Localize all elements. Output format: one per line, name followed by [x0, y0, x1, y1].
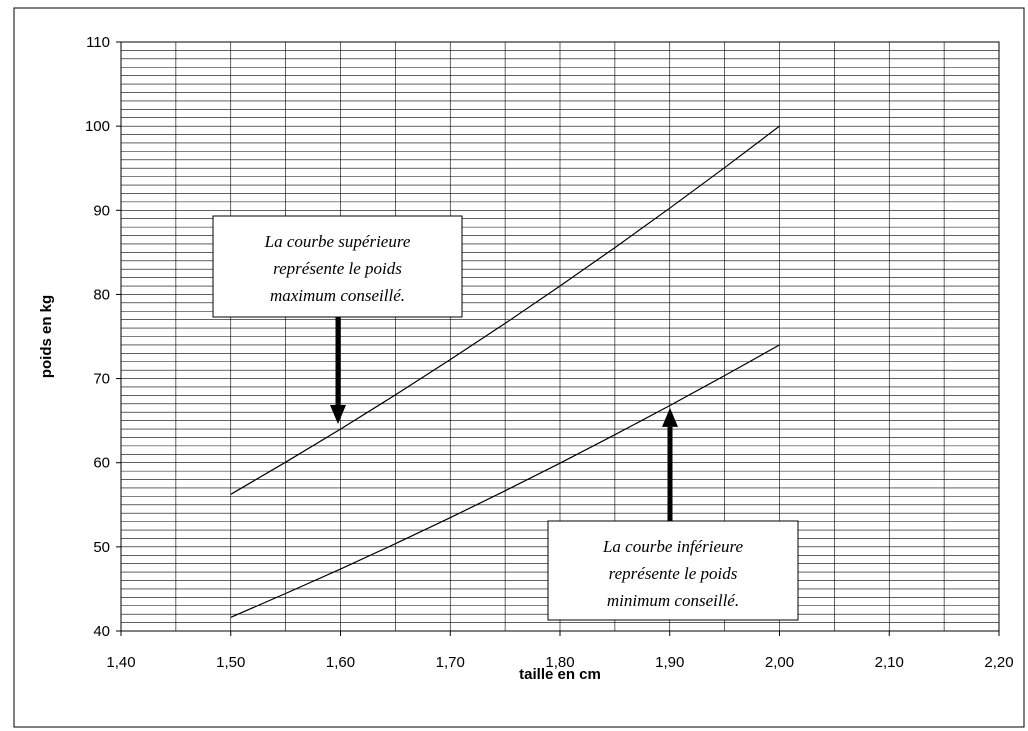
- y-tick-label: 80: [93, 286, 110, 303]
- annotation-1: La courbe supérieure représente le poids m…: [212, 215, 463, 425]
- y-tick-label: 110: [86, 34, 110, 51]
- x-tick-label: 1,40: [106, 654, 135, 671]
- series-line-1: [230, 125, 780, 495]
- x-axis: 1,40 1,50 1,60 1,70 1,80 1,90 2,00 2,10 2,20: [106, 631, 1014, 671]
- x-tick-label: 1,80: [545, 654, 574, 671]
- x-tick-label: 1,60: [326, 654, 355, 671]
- annotation-text-line: La courbe inférieure: [602, 537, 744, 556]
- x-tick-label: 1,50: [216, 654, 245, 671]
- annotations: La courbe supérieure représente le poids m…: [212, 215, 799, 621]
- x-tick-label: 1,70: [436, 654, 465, 671]
- y-tick-label: 50: [93, 539, 110, 556]
- x-tick-label: 2,00: [765, 654, 794, 671]
- arrow-head: [662, 407, 678, 427]
- annotation-text-line: représente le poids: [609, 564, 738, 583]
- arrow-head: [330, 405, 346, 425]
- x-tick-label: 1,90: [655, 654, 684, 671]
- chart-border: [13, 7, 1025, 728]
- series-layer: [230, 125, 780, 618]
- annotation-2: La courbe inférieure représente le poids m…: [547, 407, 799, 621]
- y-axis-title: poids en kg: [38, 295, 55, 378]
- x-tick-label: 2,10: [875, 654, 904, 671]
- annotation-box: [212, 215, 463, 318]
- series-line-2: [230, 344, 780, 618]
- annotation-text-line: La courbe supérieure: [264, 232, 411, 251]
- annotation-text-line: représente le poids: [273, 259, 402, 278]
- x-tick-label: 2,20: [984, 654, 1013, 671]
- y-tick-label: 100: [85, 118, 110, 135]
- y-tick-label: 60: [93, 455, 110, 472]
- y-axis: 40 50 60 70 80 90 100 110: [85, 34, 121, 640]
- x-axis-title: taille en cm: [519, 666, 601, 683]
- y-tick-label: 40: [93, 623, 110, 640]
- y-tick-label: 70: [93, 371, 110, 388]
- annotation-text-line: maximum conseillé.: [270, 286, 405, 305]
- y-tick-label: 90: [93, 202, 110, 219]
- annotation-text-line: minimum conseillé.: [607, 591, 739, 610]
- annotation-box: [547, 520, 799, 621]
